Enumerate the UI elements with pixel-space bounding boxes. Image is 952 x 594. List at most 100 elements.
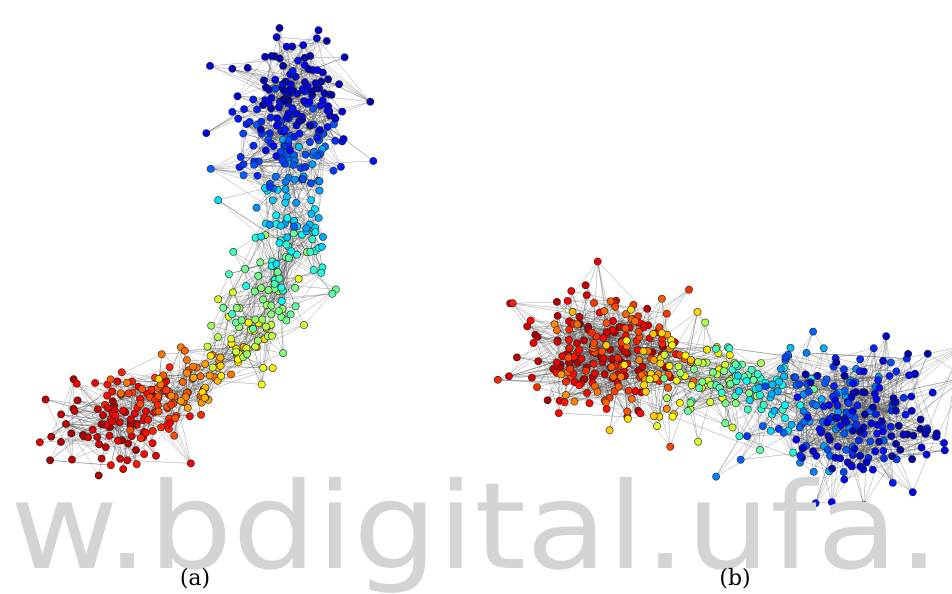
- node: [275, 308, 282, 315]
- node: [266, 184, 273, 191]
- node: [677, 370, 684, 377]
- node: [319, 97, 326, 104]
- node: [229, 65, 236, 72]
- node: [769, 381, 776, 388]
- node: [824, 419, 831, 426]
- node: [300, 42, 307, 49]
- node: [272, 76, 279, 83]
- node: [229, 108, 236, 115]
- node: [571, 398, 578, 405]
- node: [826, 436, 833, 443]
- node: [632, 388, 639, 395]
- node: [533, 384, 540, 391]
- node: [702, 319, 709, 326]
- node: [287, 311, 294, 318]
- node: [149, 427, 156, 434]
- node: [642, 388, 649, 395]
- node: [179, 378, 186, 385]
- node: [158, 351, 165, 358]
- node: [603, 405, 610, 412]
- node: [225, 271, 232, 278]
- node: [268, 311, 275, 318]
- node: [254, 172, 261, 179]
- node: [624, 415, 631, 422]
- node: [309, 236, 316, 243]
- node: [644, 305, 651, 312]
- node: [775, 425, 782, 432]
- node: [871, 390, 878, 397]
- node: [872, 411, 879, 418]
- node: [285, 136, 292, 143]
- node: [695, 438, 702, 445]
- node: [650, 356, 657, 363]
- node: [215, 296, 222, 303]
- node: [291, 176, 298, 183]
- node: [109, 398, 116, 405]
- node: [813, 402, 820, 409]
- node: [145, 416, 152, 423]
- node: [183, 369, 190, 376]
- node: [209, 364, 216, 371]
- node: [314, 134, 321, 141]
- node: [235, 115, 242, 122]
- node: [36, 439, 43, 446]
- node: [621, 361, 628, 368]
- node: [127, 416, 134, 423]
- node: [265, 287, 272, 294]
- node: [602, 399, 609, 406]
- node: [850, 390, 857, 397]
- node: [759, 423, 766, 430]
- node: [206, 372, 213, 379]
- node: [118, 369, 125, 376]
- node: [859, 389, 866, 396]
- node: [273, 122, 280, 129]
- node: [290, 230, 297, 237]
- node: [294, 90, 301, 97]
- node: [562, 378, 569, 385]
- node: [869, 404, 876, 411]
- node: [166, 364, 173, 371]
- node: [229, 311, 236, 318]
- node: [230, 248, 237, 255]
- node: [283, 43, 290, 50]
- node: [793, 436, 800, 443]
- node: [590, 339, 597, 346]
- node: [755, 384, 762, 391]
- node: [301, 97, 308, 104]
- node: [85, 434, 92, 441]
- node: [623, 337, 630, 344]
- node: [566, 345, 573, 352]
- node: [141, 451, 148, 458]
- node: [268, 52, 275, 59]
- node: [284, 215, 291, 222]
- node: [870, 345, 877, 352]
- node: [650, 330, 657, 337]
- node: [284, 234, 291, 241]
- node: [318, 78, 325, 85]
- node: [722, 361, 729, 368]
- node: [229, 289, 236, 296]
- node: [139, 386, 146, 393]
- node: [107, 376, 114, 383]
- node: [713, 345, 720, 352]
- node: [555, 410, 562, 417]
- node: [316, 187, 323, 194]
- node: [796, 381, 803, 388]
- node: [257, 259, 264, 266]
- node: [281, 97, 288, 104]
- node: [850, 380, 857, 387]
- node: [280, 87, 287, 94]
- node: [370, 157, 377, 164]
- node: [736, 433, 743, 440]
- node: [168, 401, 175, 408]
- node: [805, 388, 812, 395]
- node: [250, 325, 257, 332]
- node: [312, 228, 319, 235]
- node: [228, 335, 235, 342]
- node: [875, 377, 882, 384]
- node: [262, 84, 269, 91]
- node: [608, 364, 615, 371]
- node: [42, 396, 49, 403]
- node: [703, 346, 710, 353]
- node: [104, 392, 111, 399]
